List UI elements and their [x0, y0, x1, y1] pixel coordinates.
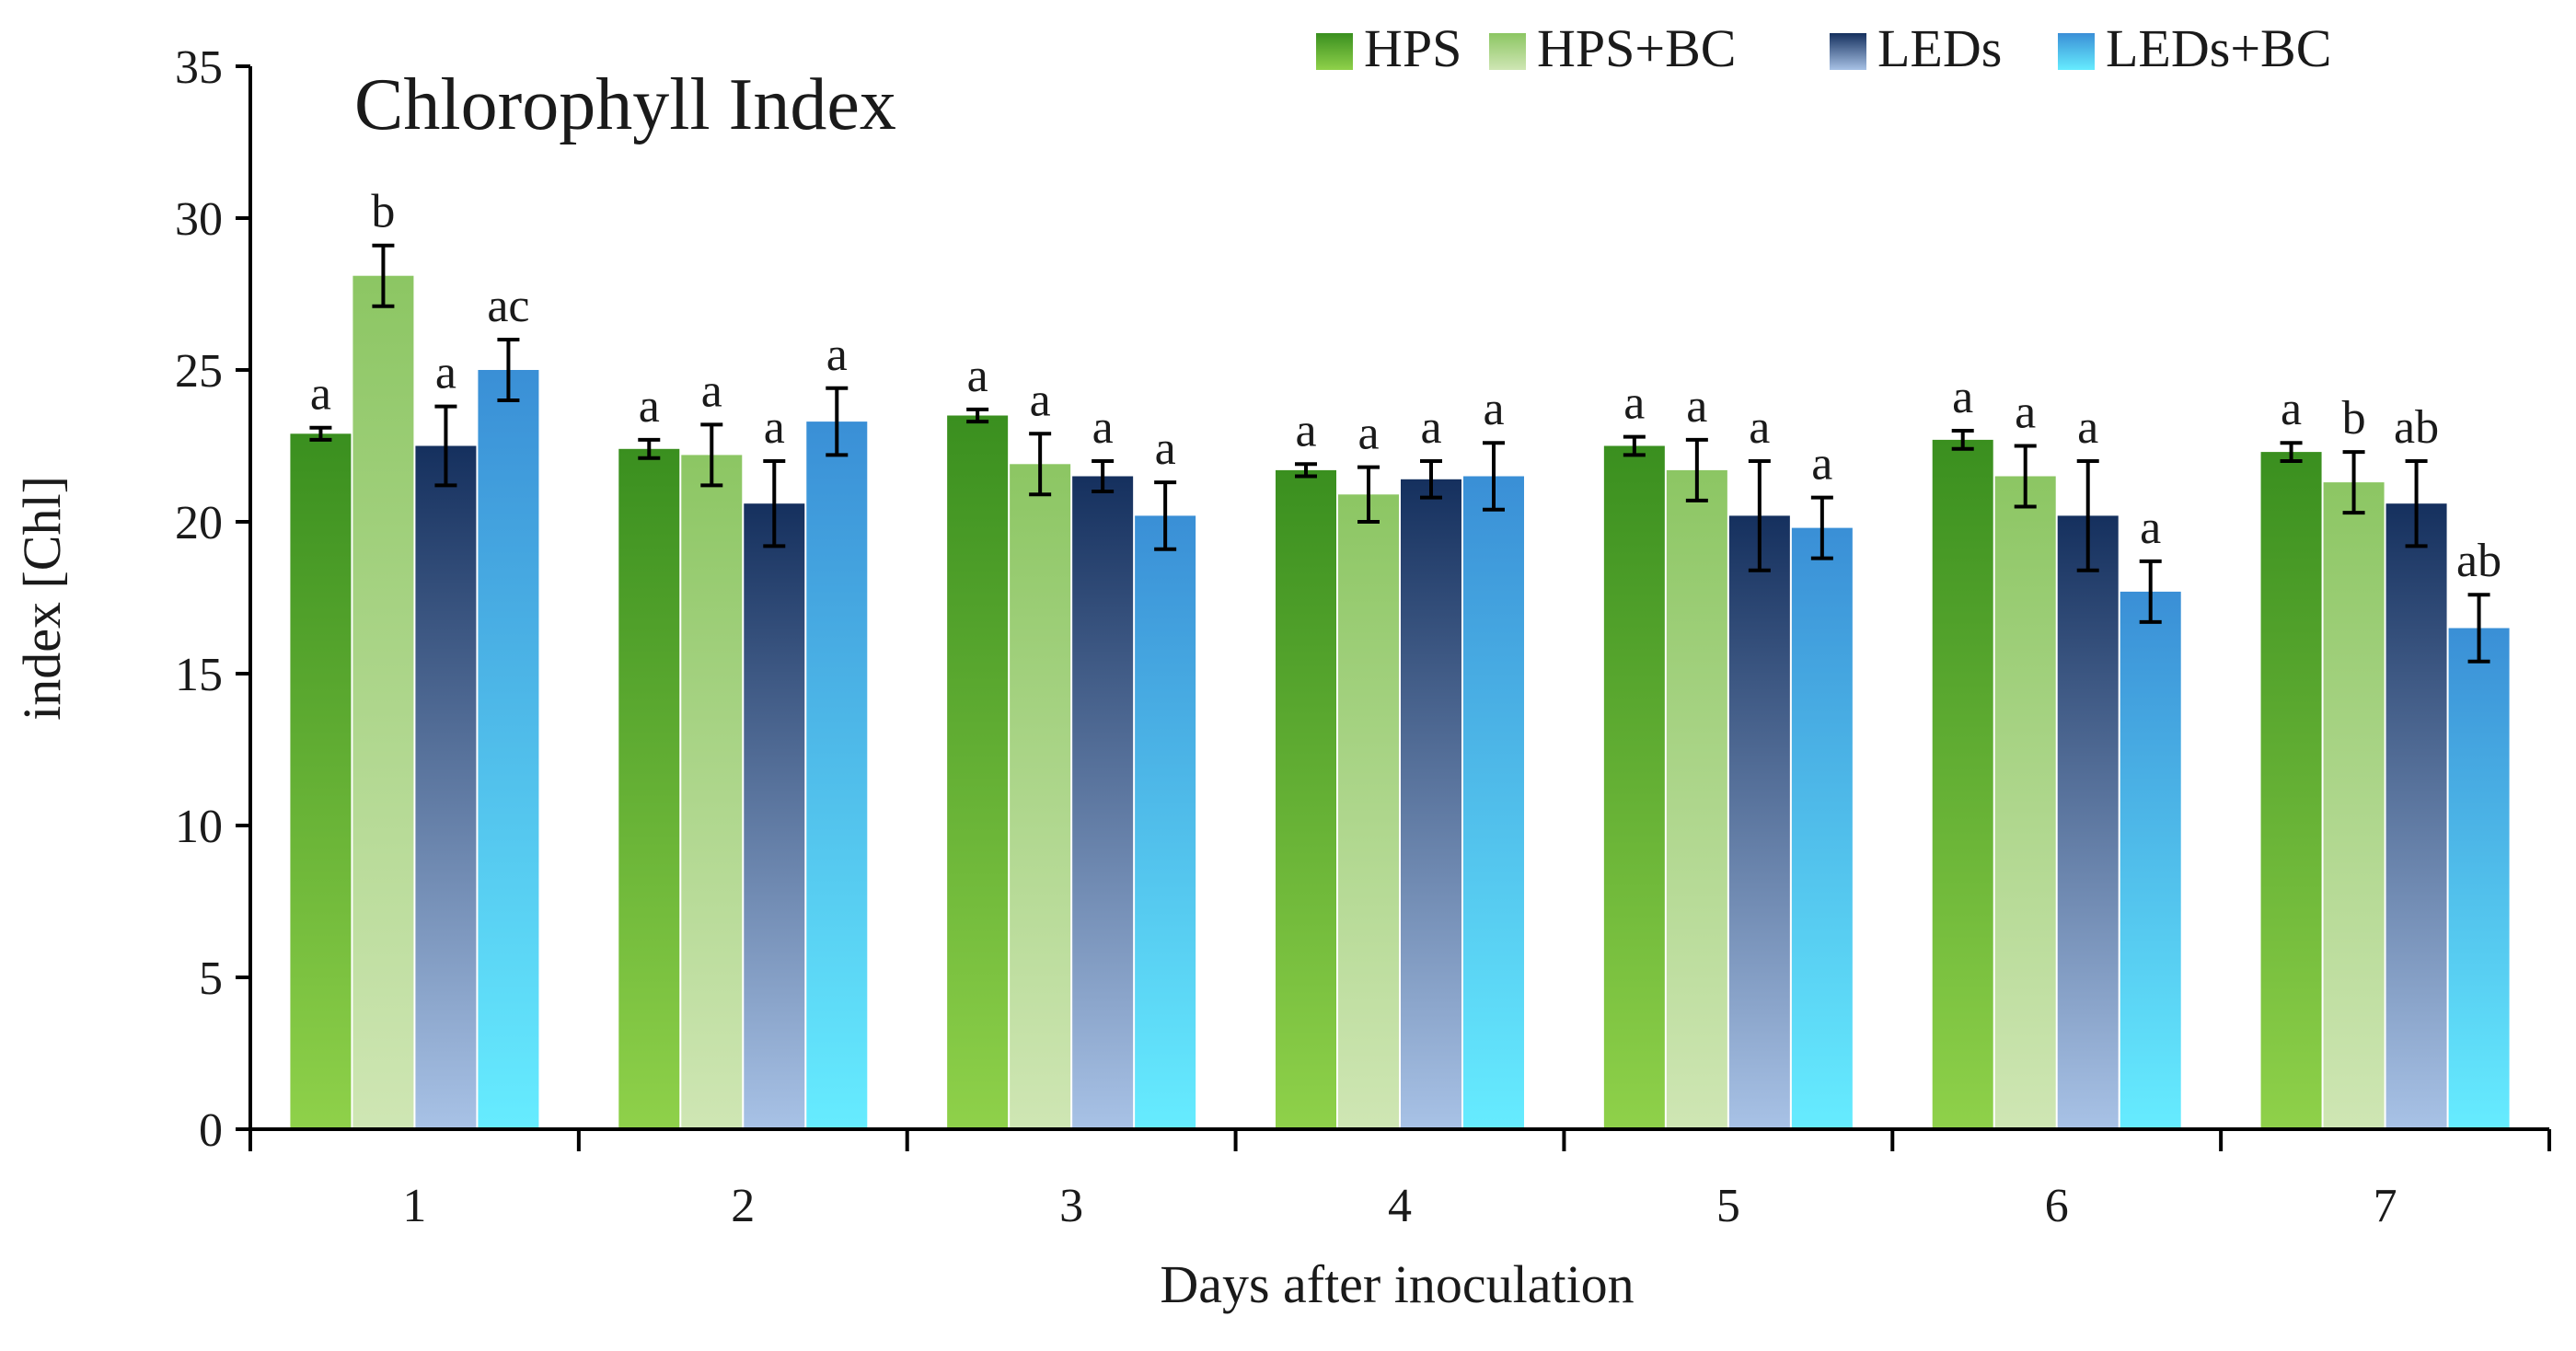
y-tick-label: 35 — [175, 41, 223, 94]
bar — [1666, 469, 1727, 1129]
significance-letter: a — [1749, 401, 1770, 454]
y-tick-label: 20 — [175, 497, 223, 549]
significance-letter: a — [967, 350, 988, 402]
y-tick-label: 30 — [175, 193, 223, 246]
significance-letter: b — [371, 186, 395, 238]
bar — [2057, 515, 2119, 1129]
significance-letter: a — [1030, 374, 1051, 426]
significance-letter: a — [1155, 422, 1176, 475]
significance-letter: a — [2077, 401, 2098, 454]
legend: HPS HPS+BC LEDs LEDs+BC — [1316, 18, 2331, 78]
significance-letter: a — [435, 347, 456, 399]
legend-label: LEDs+BC — [2106, 18, 2331, 78]
significance-letter: a — [1952, 371, 1973, 423]
significance-letter: a — [1483, 383, 1504, 435]
bar — [290, 433, 352, 1129]
significance-letter: b — [2342, 392, 2366, 445]
bar — [2120, 591, 2181, 1129]
chart-title: Chlorophyll Index — [354, 64, 896, 145]
bar — [2323, 482, 2385, 1129]
bar — [478, 370, 539, 1129]
bar — [415, 445, 477, 1129]
y-axis-title: index [Chl] — [12, 476, 72, 721]
x-tick-label: 2 — [731, 1180, 755, 1232]
significance-letter: a — [1092, 401, 1114, 454]
significance-letter: a — [701, 364, 722, 417]
bar — [1010, 464, 1071, 1129]
y-tick-label: 0 — [199, 1104, 223, 1157]
bar — [1932, 439, 1993, 1129]
bar — [947, 415, 1009, 1129]
significance-letter: a — [1686, 380, 1707, 433]
significance-letter: a — [764, 401, 785, 454]
significance-letter: a — [2281, 383, 2302, 435]
bar — [1994, 476, 2056, 1129]
x-tick-label: 6 — [2045, 1180, 2069, 1232]
bar — [806, 421, 868, 1130]
legend-label: LEDs — [1877, 18, 2002, 78]
bar — [1401, 479, 1461, 1129]
bar — [1791, 527, 1853, 1129]
significance-letter: a — [1357, 408, 1379, 460]
legend-swatch — [2058, 33, 2095, 70]
significance-letter: a — [1623, 377, 1645, 430]
significance-letter: a — [2015, 387, 2036, 439]
bar — [681, 455, 743, 1129]
bar — [744, 503, 805, 1129]
x-tick-label: 4 — [1388, 1180, 1412, 1232]
bar — [352, 275, 414, 1129]
significance-letter: a — [2140, 502, 2161, 554]
legend-swatch — [1489, 33, 1526, 70]
y-tick-label: 15 — [175, 649, 223, 701]
x-tick-label: 3 — [1059, 1180, 1083, 1232]
x-axis-title: Days after inoculation — [1160, 1254, 1634, 1314]
y-axis: 0 5 10 15 20 25 30 35 — [175, 41, 252, 1157]
legend-label: HPS+BC — [1537, 18, 1736, 78]
x-tick-label: 5 — [1716, 1180, 1740, 1232]
significance-letter: a — [1295, 404, 1316, 456]
bar — [1135, 515, 1196, 1129]
bar — [1463, 476, 1524, 1129]
significance-letter: a — [639, 380, 660, 433]
bar — [1338, 494, 1399, 1129]
bar — [1276, 469, 1336, 1129]
y-tick-label: 10 — [175, 801, 223, 853]
legend-swatch — [1830, 33, 1866, 70]
significance-letter: a — [1811, 438, 1832, 491]
significance-letter: ab — [2456, 535, 2501, 587]
bar — [618, 448, 680, 1129]
bar — [1728, 515, 1790, 1129]
significance-letter: a — [1420, 401, 1441, 454]
bar — [2385, 503, 2447, 1129]
y-tick-label: 25 — [175, 345, 223, 398]
legend-swatch — [1316, 33, 1353, 70]
significance-letter: a — [310, 368, 331, 421]
bar — [1072, 476, 1134, 1129]
bar — [2448, 628, 2510, 1129]
x-tick-label: 1 — [402, 1180, 426, 1232]
significance-letter: ab — [2394, 401, 2439, 454]
bar — [1603, 445, 1665, 1129]
y-tick-label: 5 — [199, 953, 223, 1005]
legend-label: HPS — [1364, 18, 1461, 78]
significance-letter: a — [826, 329, 848, 381]
x-axis: 1 2 3 4 5 6 7 — [248, 1127, 2551, 1232]
x-tick-label: 7 — [2374, 1180, 2397, 1232]
significance-letter: ac — [487, 280, 529, 332]
bar — [2260, 452, 2322, 1130]
